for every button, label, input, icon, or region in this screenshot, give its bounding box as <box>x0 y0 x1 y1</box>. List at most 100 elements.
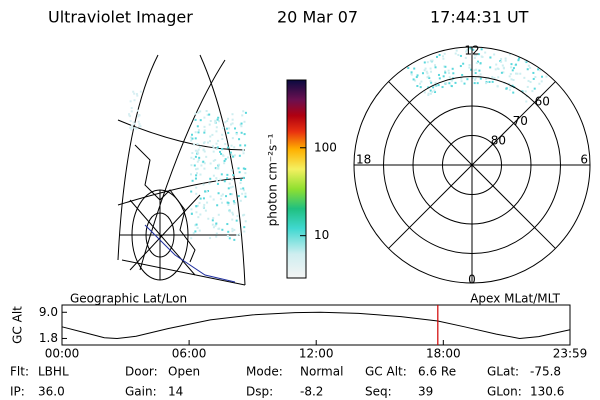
emission <box>202 197 205 200</box>
emission <box>190 173 193 176</box>
emission <box>209 237 212 240</box>
emission <box>524 90 527 93</box>
emission <box>429 80 432 83</box>
emission <box>211 145 214 148</box>
emission <box>128 114 131 117</box>
emission <box>231 155 234 158</box>
emission <box>450 85 453 88</box>
emission <box>205 155 208 158</box>
emission <box>190 237 193 240</box>
map-grid <box>199 54 246 286</box>
emission <box>214 224 217 227</box>
emission <box>444 70 447 73</box>
info-label: GC Alt: <box>365 365 407 379</box>
emission <box>202 149 205 152</box>
emission <box>230 169 233 172</box>
emission <box>209 135 212 138</box>
emission <box>465 50 468 53</box>
emission <box>538 82 541 85</box>
emission <box>236 234 239 237</box>
emission <box>198 201 201 204</box>
emission <box>198 156 201 159</box>
info-label: IP: <box>10 385 25 399</box>
emission <box>460 80 463 83</box>
map-grid <box>117 54 159 261</box>
emission <box>206 113 209 116</box>
emission <box>427 75 430 78</box>
emission <box>190 212 193 215</box>
emission <box>132 90 135 93</box>
emission <box>229 151 232 154</box>
emission <box>242 214 245 217</box>
emission <box>489 66 492 69</box>
emission <box>230 178 233 181</box>
emission <box>510 78 513 81</box>
emission <box>228 127 231 130</box>
emission <box>231 211 234 214</box>
emission <box>133 99 136 102</box>
emission <box>429 89 432 92</box>
emission <box>429 67 432 70</box>
emission <box>485 82 488 85</box>
emission <box>190 164 193 167</box>
emission <box>431 90 434 93</box>
emission <box>426 76 429 79</box>
emission <box>432 86 435 89</box>
colorbar <box>286 79 307 279</box>
emission <box>221 147 224 150</box>
emission <box>199 173 202 176</box>
altitude-curve <box>61 311 571 339</box>
emission <box>532 77 535 80</box>
emission <box>476 60 479 63</box>
emission <box>130 126 133 129</box>
emission <box>416 74 419 77</box>
emission <box>194 137 197 140</box>
emission <box>214 121 217 124</box>
emission <box>491 80 494 83</box>
info-value: 14 <box>168 385 183 399</box>
emission <box>435 83 438 86</box>
emission <box>524 59 527 62</box>
colorbar-label: photon cm⁻²s⁻¹ <box>266 133 280 226</box>
emission <box>229 193 232 196</box>
emission <box>445 82 448 85</box>
timeline-right-label: Apex MLat/MLT <box>470 292 560 306</box>
emission <box>209 177 212 180</box>
emission <box>193 164 196 167</box>
emission <box>476 82 479 85</box>
emission <box>533 87 536 90</box>
emission <box>203 150 206 153</box>
emission <box>223 162 226 165</box>
emission <box>215 130 218 133</box>
emission <box>484 51 487 54</box>
emission <box>137 115 140 118</box>
emission <box>233 228 236 231</box>
emission <box>244 192 247 195</box>
emission <box>527 79 530 82</box>
info-label: GLat: <box>487 365 519 379</box>
emission <box>215 235 218 238</box>
emission <box>239 187 242 190</box>
emission <box>221 138 224 141</box>
emission <box>194 155 197 158</box>
emission <box>196 125 199 128</box>
emission <box>242 189 245 192</box>
emission <box>430 81 433 84</box>
emission <box>199 197 202 200</box>
mlt-label: 12 <box>464 44 479 58</box>
emission <box>523 76 526 79</box>
emission <box>537 68 540 71</box>
emission <box>451 67 454 70</box>
emission <box>218 163 221 166</box>
map-grid <box>117 119 246 151</box>
emission <box>216 204 219 207</box>
emission <box>493 77 496 80</box>
emission <box>444 71 447 74</box>
emission <box>212 146 215 149</box>
emission <box>239 144 242 147</box>
emission <box>426 61 429 64</box>
emission <box>244 111 247 114</box>
emission <box>203 131 206 134</box>
emission <box>423 91 426 94</box>
